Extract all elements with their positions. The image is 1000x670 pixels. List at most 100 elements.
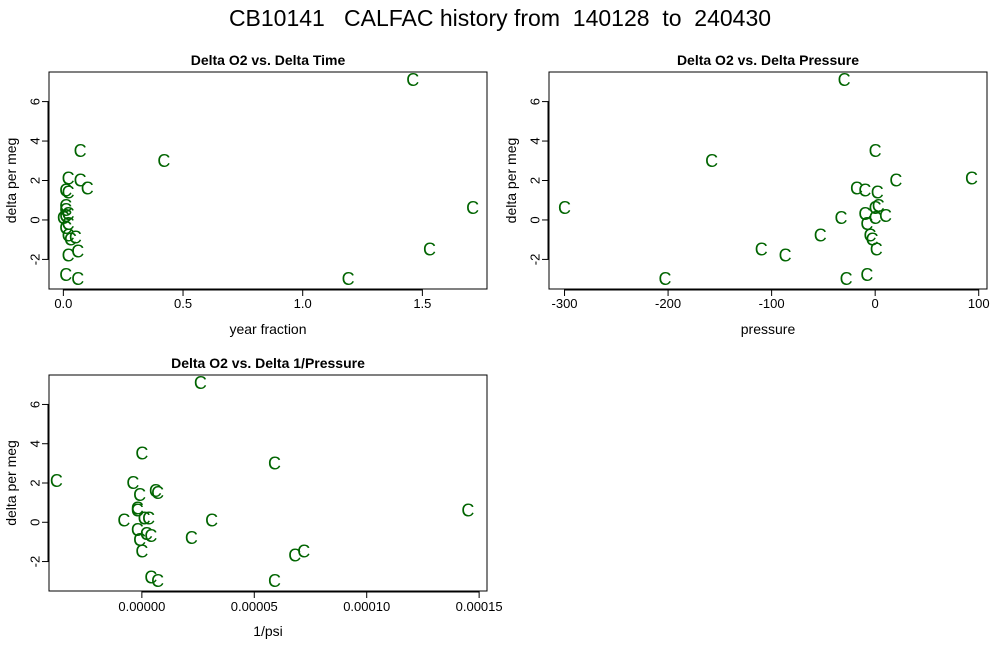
- data-point: C: [59, 265, 72, 285]
- data-point: C: [144, 567, 157, 587]
- data-point: C: [149, 481, 162, 501]
- data-point: C: [64, 230, 77, 250]
- data-point: C: [62, 214, 75, 234]
- data-point: C: [135, 542, 148, 562]
- data-point: C: [74, 171, 87, 191]
- data-point: C: [151, 483, 164, 503]
- data-point: C: [860, 265, 873, 285]
- y-axis-label: delta per meg: [3, 440, 19, 526]
- data-point: C: [131, 520, 144, 540]
- y-tick-label: 0: [528, 216, 543, 223]
- data-point: C: [869, 208, 882, 228]
- data-point: C: [59, 218, 72, 238]
- data-point: C: [138, 508, 151, 528]
- data-point: C: [57, 208, 70, 228]
- data-point: C: [74, 141, 87, 161]
- data-point: C: [889, 171, 902, 191]
- panel-title: Delta O2 vs. Delta Time: [191, 52, 346, 68]
- data-point: C: [151, 571, 164, 591]
- data-point: C: [71, 269, 84, 289]
- data-point: C: [62, 182, 75, 202]
- data-point: C: [466, 198, 479, 218]
- y-tick-label: 4: [28, 440, 43, 447]
- y-tick-label: 2: [28, 177, 43, 184]
- data-point: C: [62, 204, 75, 224]
- y-tick-label: 2: [28, 479, 43, 486]
- y-tick-label: 0: [28, 216, 43, 223]
- data-point: C: [866, 230, 879, 250]
- plot-frame: [48, 71, 488, 290]
- data-point: C: [871, 182, 884, 202]
- y-tick-label: -2: [28, 556, 43, 568]
- data-point: C: [858, 180, 871, 200]
- data-point: C: [869, 141, 882, 161]
- data-point: C: [50, 471, 63, 491]
- panel-title: Delta O2 vs. Delta 1/Pressure: [171, 355, 365, 371]
- data-point: C: [838, 70, 851, 90]
- data-point: C: [869, 198, 882, 218]
- x-tick-label: 0.5: [174, 296, 192, 311]
- x-axis-label: year fraction: [229, 321, 306, 337]
- data-point: C: [858, 204, 871, 224]
- data-point: C: [117, 510, 130, 530]
- y-tick-label: -2: [28, 254, 43, 266]
- y-tick-label: 4: [28, 137, 43, 144]
- x-tick-label: 0.00000: [118, 599, 165, 614]
- x-tick-label: 1.0: [294, 296, 312, 311]
- data-point: C: [423, 240, 436, 260]
- data-point: C: [835, 208, 848, 228]
- data-point: C: [755, 240, 768, 260]
- data-point: C: [297, 542, 310, 562]
- data-point: C: [126, 473, 139, 493]
- data-point: C: [185, 528, 198, 548]
- data-point: C: [140, 524, 153, 544]
- panel-title: Delta O2 vs. Delta Pressure: [677, 52, 859, 68]
- data-point: C: [558, 198, 571, 218]
- data-point: C: [205, 510, 218, 530]
- x-tick-label: -100: [759, 296, 785, 311]
- x-tick-label: 0: [872, 296, 879, 311]
- data-point: C: [62, 169, 75, 189]
- data-point: C: [268, 571, 281, 591]
- data-point: C: [779, 245, 792, 265]
- data-point: C: [133, 530, 146, 550]
- data-point: C: [288, 546, 301, 566]
- data-point: C: [879, 206, 892, 226]
- data-point: C: [142, 508, 155, 528]
- data-point: C: [135, 444, 148, 464]
- y-tick-label: 6: [28, 401, 43, 408]
- data-point: C: [870, 240, 883, 260]
- data-point: C: [133, 485, 146, 505]
- y-axis-label: delta per meg: [503, 138, 519, 224]
- data-point: C: [268, 453, 281, 473]
- data-point: C: [131, 500, 144, 520]
- y-axis-label: delta per meg: [3, 138, 19, 224]
- data-point: C: [860, 214, 873, 234]
- x-axis-label: pressure: [741, 321, 796, 337]
- data-point: C: [59, 196, 72, 216]
- data-point: C: [59, 206, 72, 226]
- data-point: C: [872, 196, 885, 216]
- data-point: C: [863, 226, 876, 246]
- x-tick-label: 0.00005: [231, 599, 278, 614]
- x-tick-label: -200: [655, 296, 681, 311]
- data-point: C: [194, 373, 207, 393]
- x-tick-label: 100: [968, 296, 990, 311]
- plot-frame: [48, 374, 488, 592]
- data-point: C: [69, 228, 82, 248]
- y-tick-label: 0: [28, 519, 43, 526]
- y-tick-label: 6: [28, 98, 43, 105]
- plot-frame: [548, 71, 988, 290]
- data-point: C: [62, 245, 75, 265]
- data-point: C: [62, 226, 75, 246]
- x-tick-label: 1.5: [413, 296, 431, 311]
- x-axis-label: 1/psi: [253, 623, 283, 639]
- data-point: C: [965, 169, 978, 189]
- y-tick-label: 6: [528, 98, 543, 105]
- x-tick-label: 0.00010: [343, 599, 390, 614]
- x-tick-label: -300: [552, 296, 578, 311]
- data-point: C: [59, 200, 72, 220]
- data-point: C: [131, 499, 144, 519]
- data-point: C: [71, 242, 84, 262]
